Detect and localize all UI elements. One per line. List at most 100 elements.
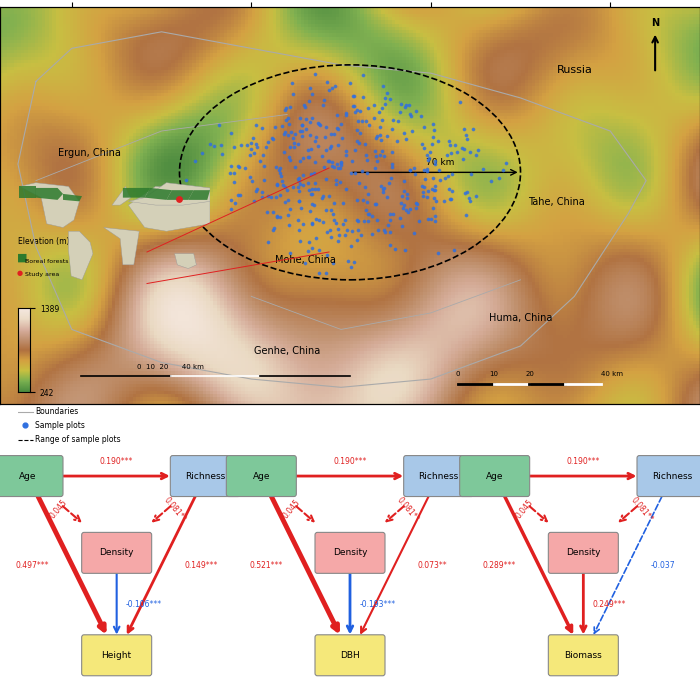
Point	[321, 249, 332, 260]
Point	[316, 150, 328, 162]
Point	[283, 219, 294, 230]
Point	[427, 118, 438, 130]
Point	[318, 190, 329, 202]
Point	[280, 114, 291, 125]
Point	[224, 167, 235, 178]
Point	[305, 189, 316, 200]
Point	[228, 177, 239, 188]
Point	[296, 126, 307, 137]
Point	[419, 143, 430, 154]
Point	[288, 137, 300, 148]
Polygon shape	[20, 186, 36, 197]
Point	[322, 227, 333, 238]
Point	[248, 132, 259, 144]
Point	[284, 154, 295, 165]
Text: Age: Age	[253, 472, 270, 481]
Text: Richness: Richness	[652, 472, 692, 481]
Point	[391, 136, 402, 147]
FancyBboxPatch shape	[226, 456, 296, 496]
Point	[371, 130, 382, 141]
Point	[300, 258, 311, 269]
Point	[421, 164, 432, 175]
Point	[494, 173, 505, 184]
Point	[359, 181, 370, 193]
Point	[362, 215, 373, 226]
Point	[327, 208, 338, 219]
Text: 0.289***: 0.289***	[482, 561, 516, 570]
Point	[363, 119, 374, 130]
Point	[360, 138, 371, 149]
Point	[375, 134, 386, 146]
Point	[246, 144, 257, 155]
Point	[266, 132, 277, 144]
Point	[400, 134, 412, 145]
Point	[387, 114, 398, 125]
Point	[244, 172, 256, 183]
Text: Biomass: Biomass	[564, 651, 602, 660]
Point	[326, 157, 337, 168]
Point	[258, 174, 270, 186]
Point	[401, 204, 412, 216]
Point	[421, 192, 433, 203]
Point	[270, 122, 281, 133]
Point	[235, 139, 246, 150]
Point	[422, 154, 433, 165]
Point	[355, 229, 366, 240]
Point	[293, 215, 304, 226]
Point	[374, 130, 386, 141]
Point	[360, 115, 372, 126]
Text: -0.193***: -0.193***	[359, 600, 396, 608]
Point	[349, 107, 360, 118]
Text: ●: ●	[17, 270, 23, 276]
Point	[302, 177, 313, 188]
Text: 0.497***: 0.497***	[15, 561, 49, 570]
Point	[304, 83, 316, 94]
Point	[465, 196, 476, 207]
Point	[393, 115, 404, 126]
Point	[462, 133, 473, 144]
Point	[335, 159, 346, 170]
Point	[401, 99, 412, 110]
Point	[271, 210, 282, 221]
Point	[378, 182, 389, 193]
Point	[397, 191, 408, 202]
Point	[386, 159, 398, 170]
Point	[452, 147, 463, 158]
Text: Boreal forests: Boreal forests	[25, 258, 69, 264]
Point	[230, 197, 241, 209]
Point	[284, 141, 295, 153]
Point	[248, 195, 260, 206]
Point	[298, 153, 309, 164]
Point	[422, 186, 433, 197]
Point	[402, 206, 414, 217]
Point	[266, 191, 277, 202]
Point	[306, 183, 317, 195]
Point	[279, 104, 290, 116]
Point	[360, 149, 371, 160]
Text: 0.081**: 0.081**	[395, 495, 421, 524]
Point	[374, 150, 385, 161]
Point	[20, 419, 31, 430]
Point	[461, 187, 472, 198]
Point	[272, 179, 283, 190]
Text: Range of sample plots: Range of sample plots	[35, 435, 121, 444]
Point	[332, 163, 344, 174]
Point	[226, 203, 237, 214]
Point	[395, 197, 407, 209]
Point	[314, 215, 325, 226]
Point	[233, 161, 244, 172]
Point	[458, 144, 470, 155]
Point	[271, 179, 282, 190]
Point	[498, 164, 509, 176]
Point	[449, 139, 460, 150]
Text: 0.045: 0.045	[281, 498, 302, 521]
Text: 40 km: 40 km	[601, 371, 623, 377]
Text: Mohe, China: Mohe, China	[274, 256, 335, 265]
Point	[295, 202, 307, 214]
Point	[282, 113, 293, 124]
Text: 0.081**: 0.081**	[629, 495, 654, 524]
Point	[302, 151, 313, 162]
Text: 0  10  20      40 km: 0 10 20 40 km	[137, 364, 204, 370]
Point	[228, 167, 239, 178]
Point	[267, 224, 279, 235]
